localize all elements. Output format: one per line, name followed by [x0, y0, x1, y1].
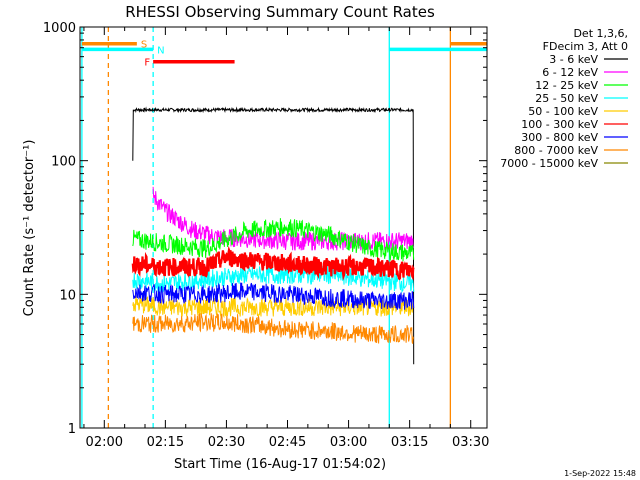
- x-axis-label: Start Time (16-Aug-17 01:54:02): [174, 457, 386, 472]
- chart-title: RHESSI Observing Summary Count Rates: [125, 3, 435, 21]
- x-tick-label: 02:00: [86, 435, 123, 450]
- legend-entry-label: 12 - 25 keV: [535, 79, 598, 92]
- footer-timestamp: 1-Sep-2022 15:48: [564, 469, 636, 478]
- legend-header: FDecim 3, Att 0: [543, 40, 628, 53]
- x-tick-label: 03:15: [391, 435, 428, 450]
- legend-entry-label: 7000 - 15000 keV: [500, 157, 598, 170]
- flag-label: S: [141, 40, 147, 51]
- plot-frame: [79, 26, 488, 429]
- series-line: [132, 313, 415, 344]
- series-line: [131, 245, 415, 281]
- legend-entry-label: 800 - 7000 keV: [514, 144, 598, 157]
- x-tick-label: 02:30: [208, 435, 245, 450]
- legend-entry-label: 6 - 12 keV: [542, 66, 598, 79]
- legend-entry-label: 3 - 6 keV: [549, 53, 598, 66]
- x-tick-label: 02:45: [269, 435, 306, 450]
- y-tick-label: 10: [59, 288, 76, 303]
- x-tick-label: 03:00: [330, 435, 367, 450]
- series-line: [132, 106, 415, 365]
- series-line: [132, 265, 415, 294]
- y-tick-label: 100: [51, 155, 76, 170]
- legend-entry-label: 50 - 100 keV: [528, 105, 598, 118]
- flag-label: N: [157, 45, 164, 56]
- legend-entry-label: 100 - 300 keV: [521, 118, 598, 131]
- y-tick-label: 1000: [43, 21, 76, 36]
- flag-label: F: [144, 58, 150, 69]
- x-tick-label: 02:15: [147, 435, 184, 450]
- legend-entry-label: 25 - 50 keV: [535, 92, 598, 105]
- series-line: [132, 218, 415, 262]
- x-tick-label: 03:30: [452, 435, 489, 450]
- series-line: [132, 282, 415, 310]
- legend-entry-label: 300 - 800 keV: [521, 131, 598, 144]
- y-tick-label: 1: [68, 422, 76, 437]
- legend-header: Det 1,3,6,: [573, 27, 628, 40]
- series-line: [152, 186, 415, 251]
- y-axis-label: Count Rate (s⁻¹ detector⁻¹): [22, 140, 37, 317]
